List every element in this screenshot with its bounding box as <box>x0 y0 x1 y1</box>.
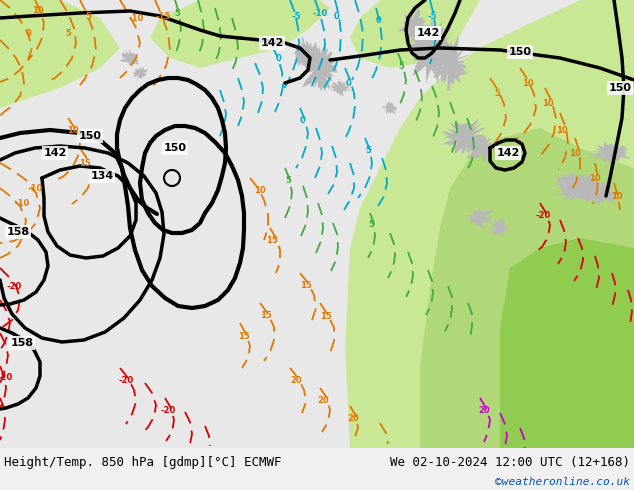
Text: 0: 0 <box>375 16 381 24</box>
Text: 15: 15 <box>320 312 332 320</box>
Polygon shape <box>133 66 148 82</box>
Text: 10: 10 <box>589 173 601 182</box>
Text: We 02-10-2024 12:00 UTC (12+168): We 02-10-2024 12:00 UTC (12+168) <box>390 456 630 468</box>
Polygon shape <box>345 0 634 448</box>
Polygon shape <box>293 36 321 69</box>
Polygon shape <box>467 207 494 229</box>
Text: 10: 10 <box>32 5 44 15</box>
Text: 150: 150 <box>79 131 101 141</box>
Text: -20: -20 <box>119 375 134 385</box>
Text: -20: -20 <box>0 372 13 382</box>
Polygon shape <box>350 0 480 68</box>
Text: 142: 142 <box>496 148 520 158</box>
Polygon shape <box>488 218 510 238</box>
Text: 20: 20 <box>317 395 329 405</box>
Text: 20: 20 <box>478 406 490 415</box>
Text: 5: 5 <box>174 8 180 18</box>
Text: ©weatheronline.co.uk: ©weatheronline.co.uk <box>495 477 630 487</box>
Text: 158: 158 <box>10 338 34 348</box>
Polygon shape <box>398 7 432 45</box>
Text: 10: 10 <box>522 78 534 88</box>
Polygon shape <box>554 172 611 200</box>
Polygon shape <box>150 0 330 68</box>
Text: 15: 15 <box>260 311 272 319</box>
Text: 5: 5 <box>365 146 371 154</box>
Text: 5: 5 <box>65 28 71 38</box>
Text: -20: -20 <box>6 281 22 291</box>
Polygon shape <box>420 128 634 448</box>
Text: 10: 10 <box>569 148 581 157</box>
Text: 0: 0 <box>334 11 340 21</box>
Text: 15: 15 <box>300 280 312 290</box>
Text: -20: -20 <box>535 211 550 220</box>
Polygon shape <box>120 49 141 66</box>
Text: 0: 0 <box>25 28 31 38</box>
Text: 10: 10 <box>254 186 266 195</box>
Text: 10: 10 <box>611 192 623 200</box>
Text: 150: 150 <box>164 143 186 153</box>
Text: 0: 0 <box>275 53 281 63</box>
Text: 142: 142 <box>261 38 283 48</box>
Polygon shape <box>408 16 458 84</box>
Text: 134: 134 <box>91 171 113 181</box>
Polygon shape <box>442 118 491 156</box>
Text: -5: -5 <box>291 11 301 21</box>
Text: -10: -10 <box>313 8 328 18</box>
Polygon shape <box>0 0 120 108</box>
Text: 5: 5 <box>398 62 404 71</box>
Polygon shape <box>583 179 621 206</box>
Polygon shape <box>500 238 634 448</box>
Text: -10: -10 <box>15 198 30 207</box>
Text: -5: -5 <box>427 11 437 21</box>
Text: 10: 10 <box>556 125 568 134</box>
Polygon shape <box>588 141 631 165</box>
Text: 158: 158 <box>6 227 30 237</box>
Polygon shape <box>427 34 470 92</box>
Text: 5: 5 <box>494 89 500 98</box>
Polygon shape <box>560 172 582 195</box>
Text: 20: 20 <box>347 414 359 422</box>
Text: 15: 15 <box>238 332 250 341</box>
Text: 0: 0 <box>345 78 351 88</box>
Polygon shape <box>462 136 500 163</box>
Text: 142: 142 <box>417 28 440 38</box>
Text: 5: 5 <box>368 220 374 228</box>
Text: 5: 5 <box>85 11 91 21</box>
Text: 15: 15 <box>266 236 278 245</box>
Text: 15: 15 <box>79 158 91 168</box>
Polygon shape <box>330 81 353 97</box>
Text: 150: 150 <box>508 47 531 57</box>
Text: -20: -20 <box>160 406 176 415</box>
Polygon shape <box>299 41 337 93</box>
Polygon shape <box>382 101 398 115</box>
Text: 5: 5 <box>285 175 291 185</box>
Text: 10: 10 <box>542 98 554 107</box>
Text: 10: 10 <box>67 125 79 134</box>
Text: Height/Temp. 850 hPa [gdmp][°C] ECMWF: Height/Temp. 850 hPa [gdmp][°C] ECMWF <box>4 456 281 468</box>
Text: 150: 150 <box>609 83 631 93</box>
Text: 142: 142 <box>43 148 67 158</box>
Text: -10: -10 <box>27 183 42 193</box>
Text: 0: 0 <box>300 116 306 124</box>
Text: 20: 20 <box>290 375 302 385</box>
Text: -15: -15 <box>155 11 171 21</box>
Text: -10: -10 <box>128 14 144 23</box>
